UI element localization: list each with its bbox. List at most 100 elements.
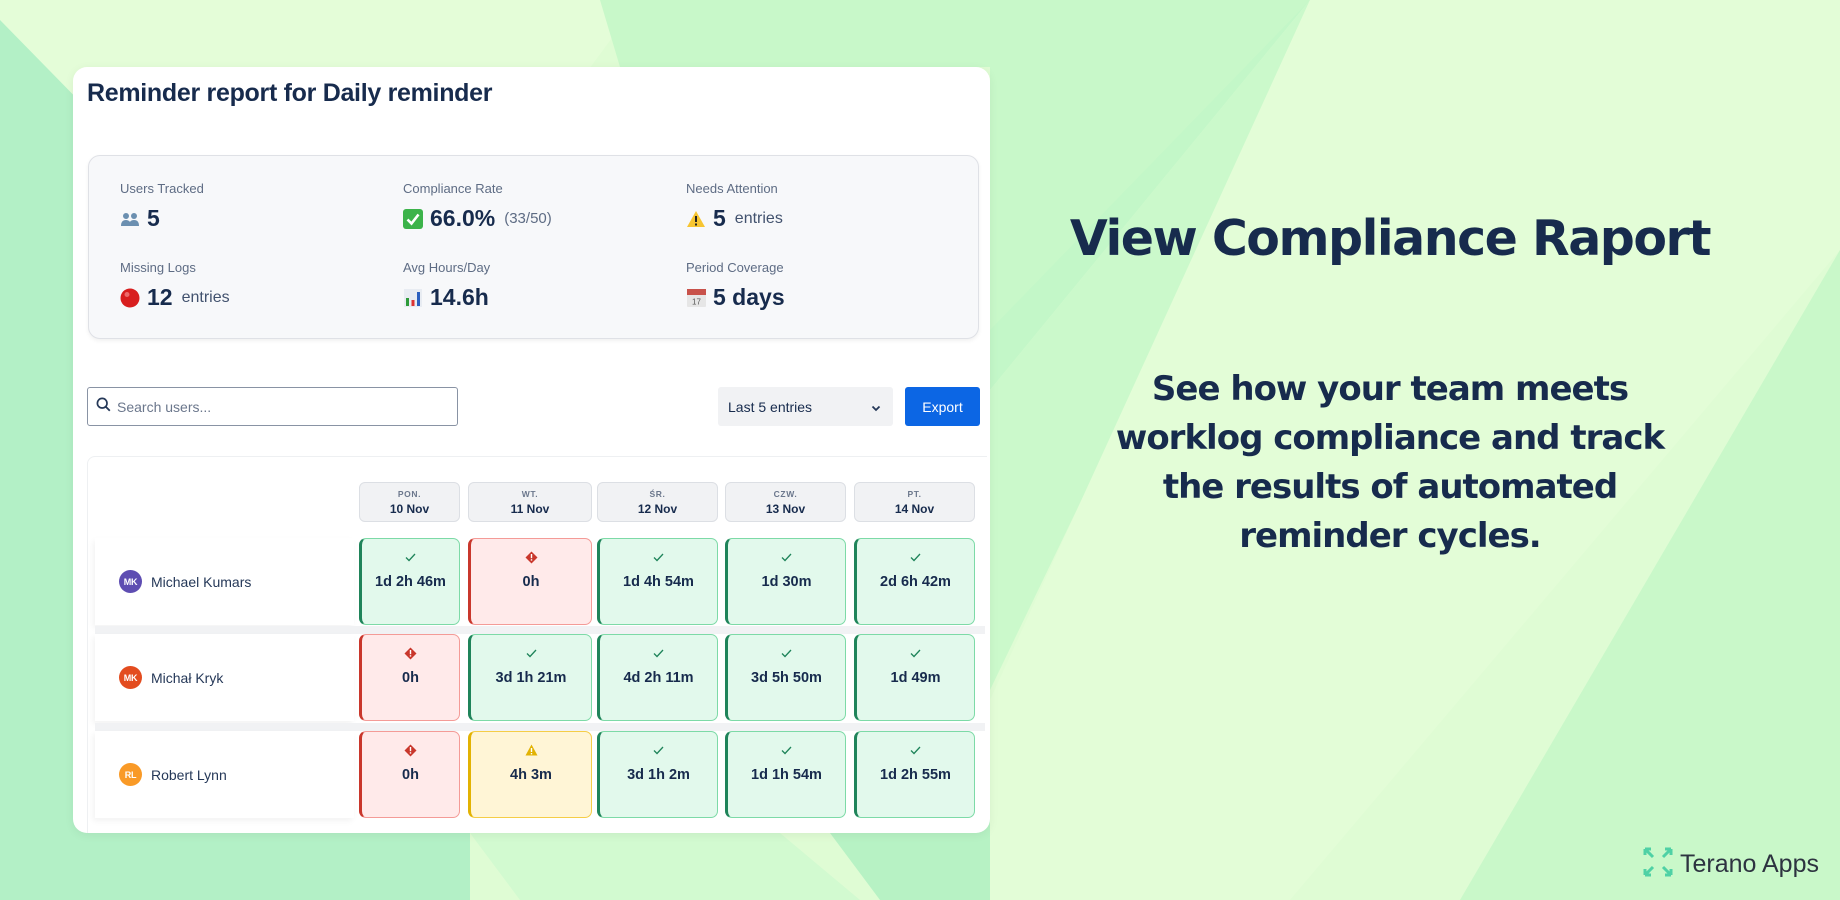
stat-suffix: entries <box>181 288 230 306</box>
avatar: MK <box>119 666 142 689</box>
worklog-duration: 4h 3m <box>510 767 552 783</box>
worklog-duration: 2d 6h 42m <box>880 574 951 590</box>
stat-label: Needs Attention <box>686 181 778 196</box>
day-date: 11 Nov <box>510 502 550 516</box>
stat-value: 14.6h <box>430 284 489 310</box>
worklog-duration: 1d 49m <box>890 670 941 686</box>
stat-value: 5 <box>713 205 726 231</box>
worklog-cell-ok[interactable]: 1d 30m <box>725 538 846 625</box>
search-input[interactable] <box>117 398 437 415</box>
user-row[interactable]: MK Michał Kryk <box>95 634 354 721</box>
check-icon <box>653 746 664 754</box>
error-icon <box>404 744 417 756</box>
day-header: PT. 14 Nov <box>854 482 975 522</box>
check-icon <box>910 553 921 561</box>
check-icon <box>910 649 921 657</box>
bar-chart-icon <box>403 288 423 308</box>
brand-name: Terano Apps <box>1680 850 1819 878</box>
worklog-cell-bad[interactable]: 0h <box>359 731 460 818</box>
check-icon <box>653 553 664 561</box>
range-select[interactable]: Last 5 entries <box>718 387 893 426</box>
check-icon <box>781 746 792 754</box>
stat-value: 5 <box>147 205 160 231</box>
avatar: MK <box>119 570 142 593</box>
worklog-cell-bad[interactable]: 0h <box>468 538 592 625</box>
day-date: 14 Nov <box>894 502 935 516</box>
check-icon <box>781 649 792 657</box>
chevron-down-icon <box>871 399 881 415</box>
worklog-cell-bad[interactable]: 0h <box>359 634 460 721</box>
users-icon <box>120 209 140 229</box>
day-header: PON. 10 Nov <box>359 482 460 522</box>
worklog-duration: 1d 4h 54m <box>623 574 694 590</box>
hero-subtitle-line: reminder cycles. <box>1239 516 1541 556</box>
worklog-duration: 0h <box>402 670 419 686</box>
stat-label: Missing Logs <box>120 260 196 275</box>
day-of-week: CZW. <box>773 489 798 499</box>
check-icon <box>405 553 416 561</box>
export-button[interactable]: Export <box>905 387 980 426</box>
worklog-cell-ok[interactable]: 4d 2h 11m <box>597 634 718 721</box>
warning-icon <box>686 209 706 229</box>
day-date: 13 Nov <box>765 502 806 516</box>
worklog-duration: 3d 5h 50m <box>751 670 822 686</box>
worklog-cell-ok[interactable]: 3d 1h 2m <box>597 731 718 818</box>
stat-label: Compliance Rate <box>403 181 503 196</box>
user-name: Michał Kryk <box>151 669 224 686</box>
row-separator <box>95 723 985 731</box>
check-icon <box>653 649 664 657</box>
worklog-duration: 1d 30m <box>761 574 812 590</box>
day-header: WT. 11 Nov <box>468 482 592 522</box>
error-icon <box>404 647 417 659</box>
worklog-cell-ok[interactable]: 3d 5h 50m <box>725 634 846 721</box>
search-field[interactable] <box>87 387 458 426</box>
worklog-duration: 1d 2h 55m <box>880 767 951 783</box>
calendar-icon: 17 <box>686 288 706 308</box>
worklog-cell-ok[interactable]: 1d 2h 46m <box>359 538 460 625</box>
worklog-cell-ok[interactable]: 1d 2h 55m <box>854 731 975 818</box>
stat-label: Avg Hours/Day <box>403 260 491 275</box>
stat-value: 12 <box>147 284 173 310</box>
stat-suffix: (33/50) <box>504 210 552 227</box>
user-row[interactable]: RL Robert Lynn <box>95 731 354 818</box>
stat-value: 5 days <box>713 284 785 310</box>
day-of-week: PT. <box>907 489 922 499</box>
worklog-duration: 1d 2h 46m <box>375 574 446 590</box>
stat-compliance-rate: Compliance Rate 66.0% (33/50) <box>403 181 552 232</box>
day-of-week: WT. <box>521 489 539 499</box>
row-separator <box>95 626 985 634</box>
stat-needs-attention: Needs Attention 5 entries <box>686 181 783 232</box>
stat-period-coverage: Period Coverage 17 5 days <box>686 260 785 311</box>
stat-label: Users Tracked <box>120 181 204 196</box>
check-icon <box>526 649 536 657</box>
error-icon <box>525 551 537 563</box>
day-of-week: ŚR. <box>649 489 666 499</box>
stat-missing-logs: Missing Logs 12 entries <box>120 260 230 311</box>
terano-logo-icon <box>1642 846 1674 883</box>
worklog-cell-warn[interactable]: 4h 3m <box>468 731 592 818</box>
worklog-duration: 3d 1h 21m <box>495 670 567 686</box>
report-panel: Reminder report for Daily reminder Users… <box>73 67 990 833</box>
worklog-cell-ok[interactable]: 1d 1h 54m <box>725 731 846 818</box>
avatar: RL <box>119 763 142 786</box>
hero-subtitle-line: See how your team meets <box>1151 369 1629 409</box>
red-circle-icon <box>120 288 140 308</box>
day-header: CZW. 13 Nov <box>725 482 846 522</box>
day-date: 10 Nov <box>389 502 430 516</box>
stat-suffix: entries <box>734 209 783 227</box>
user-row[interactable]: MK Michael Kumars <box>95 538 354 625</box>
worklog-cell-ok[interactable]: 1d 49m <box>854 634 975 721</box>
check-icon <box>910 746 921 754</box>
worklog-cell-ok[interactable]: 3d 1h 21m <box>468 634 592 721</box>
stat-users-tracked: Users Tracked 5 <box>120 181 204 232</box>
brand-logo: Terano Apps <box>1642 846 1819 883</box>
hero-subtitle-line: the results of automated <box>1162 467 1618 507</box>
worklog-duration: 0h <box>522 574 540 590</box>
worklog-duration: 4d 2h 11m <box>623 670 694 686</box>
warning-icon <box>525 744 537 756</box>
user-name: Robert Lynn <box>151 766 227 783</box>
search-icon <box>96 397 111 417</box>
worklog-cell-ok[interactable]: 2d 6h 42m <box>854 538 975 625</box>
user-name: Michael Kumars <box>151 573 252 590</box>
worklog-cell-ok[interactable]: 1d 4h 54m <box>597 538 718 625</box>
